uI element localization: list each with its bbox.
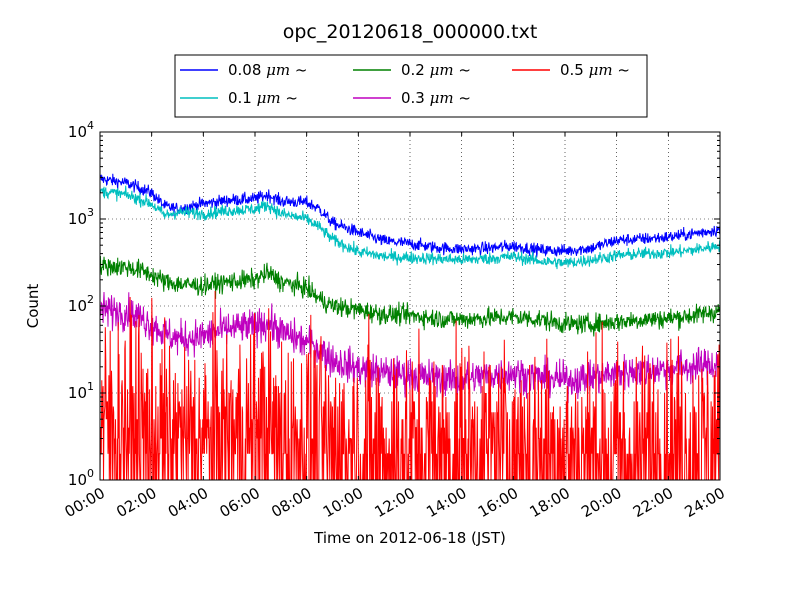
- series-line: [100, 255, 720, 337]
- legend-label: 0.3 μm ~: [401, 89, 471, 107]
- series-line: [100, 185, 720, 270]
- y-tick-label: 103: [68, 206, 94, 228]
- series-group: [100, 173, 720, 480]
- legend-box: [174, 54, 648, 118]
- y-tick-label: 101: [68, 380, 94, 402]
- ticks: [99, 131, 721, 481]
- legend-label: 0.08 μm ~: [228, 61, 308, 79]
- legend-label: 0.2 μm ~: [401, 61, 471, 79]
- series-line: [100, 173, 720, 258]
- legend: 0.08 μm ~ 0.1 μm ~ 0.2 μm ~ 0.3 μm ~ 0.5 μm …: [174, 54, 648, 118]
- y-tick-label: 104: [68, 119, 94, 141]
- legend-label: 0.5 μm ~: [560, 61, 630, 79]
- series-line: [100, 290, 720, 480]
- x-axis-label: Time on 2012-06-18 (JST): [313, 529, 506, 547]
- legend-label: 0.1 μm ~: [228, 89, 298, 107]
- y-axis-label: Count: [24, 284, 42, 329]
- chart-title: opc_20120618_000000.txt: [283, 21, 538, 43]
- y-tick-label: 102: [68, 293, 94, 315]
- y-tick-label: 100: [68, 467, 94, 489]
- y-tick-labels: 100 101 102 103 104: [68, 119, 94, 489]
